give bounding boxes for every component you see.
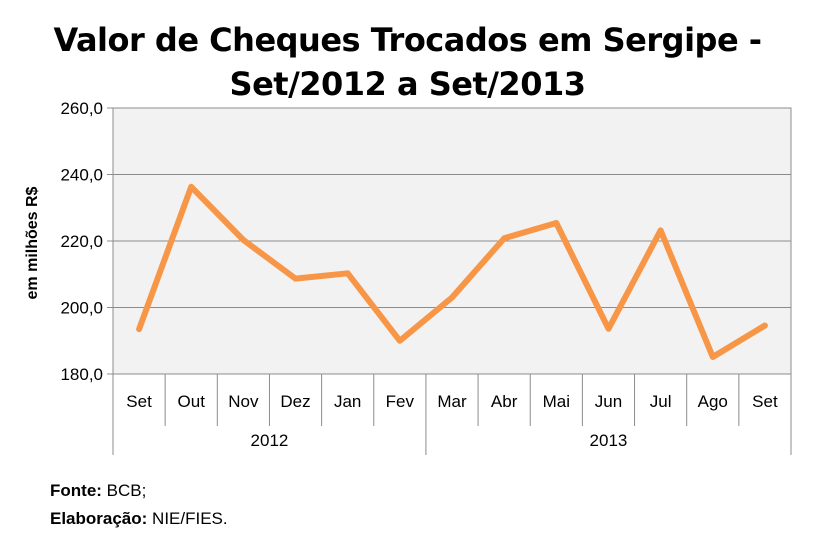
x-tick-label: Out	[178, 392, 206, 411]
x-tick-label: Jul	[650, 392, 672, 411]
x-tick-label: Mar	[437, 392, 467, 411]
source-label: Fonte:	[50, 481, 102, 500]
y-tick-label: 260,0	[60, 99, 103, 118]
y-tick-label: 180,0	[60, 365, 103, 384]
x-tick-label: Jan	[334, 392, 361, 411]
source-value: BCB;	[101, 481, 147, 500]
chart-title: Valor de Cheques Trocados em Sergipe - S…	[0, 18, 815, 106]
group-label: 2012	[251, 431, 289, 450]
y-tick-label: 240,0	[60, 166, 103, 185]
chart-title-line-2: Set/2012 a Set/2013	[229, 65, 586, 103]
author-label: Elaboração:	[50, 509, 148, 528]
y-axis-label: em milhões R$	[24, 186, 41, 299]
x-tick-label: Ago	[698, 392, 728, 411]
x-tick-label: Mai	[543, 392, 570, 411]
x-tick-label: Dez	[280, 392, 310, 411]
y-tick-label: 200,0	[60, 299, 103, 318]
author-value: NIE/FIES.	[147, 509, 228, 528]
x-tick-label: Fev	[386, 392, 415, 411]
x-tick-label: Nov	[228, 392, 259, 411]
group-label: 2013	[590, 431, 628, 450]
author-note: Elaboração: NIE/FIES.	[50, 508, 228, 530]
source-note: Fonte: BCB;	[50, 480, 146, 502]
y-tick-label: 220,0	[60, 232, 103, 251]
x-tick-label: Set	[126, 392, 152, 411]
x-tick-label: Set	[752, 392, 778, 411]
x-tick-label: Jun	[595, 392, 622, 411]
x-tick-label: Abr	[491, 392, 518, 411]
chart-title-line-1: Valor de Cheques Trocados em Sergipe -	[53, 21, 762, 59]
